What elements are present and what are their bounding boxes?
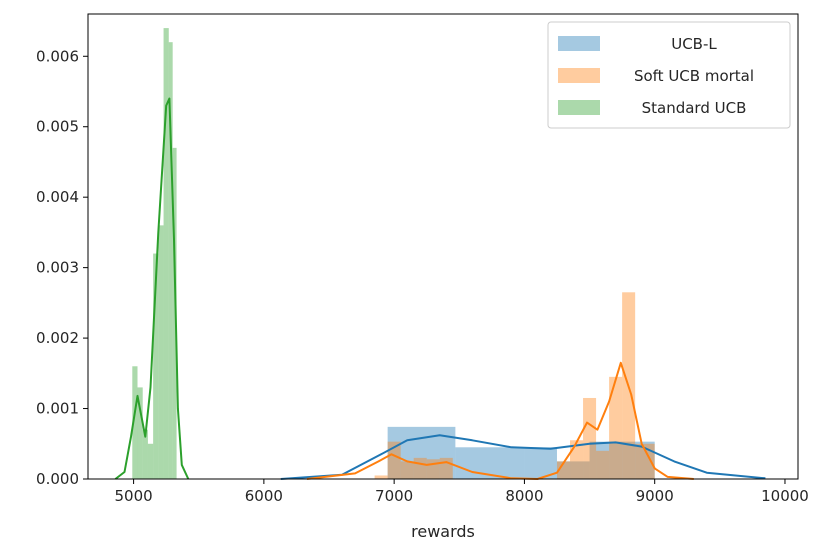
histogram-bar (374, 475, 388, 479)
histogram-bar (426, 459, 440, 479)
histogram-bar (158, 225, 164, 479)
x-tick-label: 6000 (245, 487, 283, 505)
y-tick-label: 0.002 (36, 329, 79, 347)
histogram-bar (147, 443, 154, 479)
histogram-bar (153, 253, 159, 479)
y-tick-label: 0.005 (36, 118, 79, 136)
series-bars-2 (132, 28, 177, 479)
histogram-bar (400, 461, 414, 479)
y-tick-label: 0.001 (36, 400, 79, 418)
y-tick-label: 0.004 (36, 188, 79, 206)
histogram-bar (609, 376, 623, 479)
kde-line-2 (114, 97, 190, 480)
histogram-bar (635, 443, 655, 479)
legend-swatch (558, 36, 600, 51)
x-axis: 5000 6000 7000 8000 9000 10000 (115, 479, 809, 505)
legend-box (547, 21, 791, 129)
histogram-bar (387, 441, 401, 479)
x-tick-label: 5000 (115, 487, 153, 505)
x-axis-label: rewards (411, 522, 475, 541)
legend: UCB-L Soft UCB mortal Standard UCB (547, 21, 791, 129)
plot-frame (87, 13, 799, 480)
x-tick-label: 10000 (761, 487, 809, 505)
legend-label: UCB-L (671, 35, 717, 53)
x-tick-label: 9000 (636, 487, 674, 505)
y-tick-label: 0.000 (36, 470, 79, 488)
plot-area (114, 28, 766, 480)
histogram-bar (163, 28, 169, 479)
histogram-bar (556, 461, 571, 479)
y-tick-label: 0.003 (36, 259, 79, 277)
histogram-bar (583, 397, 597, 479)
x-tick-label: 7000 (375, 487, 413, 505)
legend-label: Soft UCB mortal (634, 67, 754, 85)
legend-swatch (558, 100, 600, 115)
kde-line-0 (280, 434, 766, 480)
histogram-bar (556, 461, 590, 479)
histogram-bar (172, 147, 177, 479)
x-tick-label: 8000 (505, 487, 543, 505)
histogram-bar (455, 447, 525, 479)
histogram-bar (137, 387, 143, 479)
histogram-bar (413, 457, 427, 479)
legend-swatch (558, 68, 600, 83)
legend-label: Standard UCB (642, 99, 747, 117)
kde-line-1 (306, 361, 694, 480)
y-tick-label: 0.006 (36, 47, 79, 65)
histogram-bar (142, 429, 148, 479)
histogram-bar (132, 366, 138, 479)
histogram-bar (168, 42, 173, 479)
histogram-bar (439, 457, 453, 479)
histogram-bar (596, 450, 610, 479)
y-axis: 0.000 0.001 0.002 0.003 0.004 0.005 0.006 (36, 47, 88, 488)
